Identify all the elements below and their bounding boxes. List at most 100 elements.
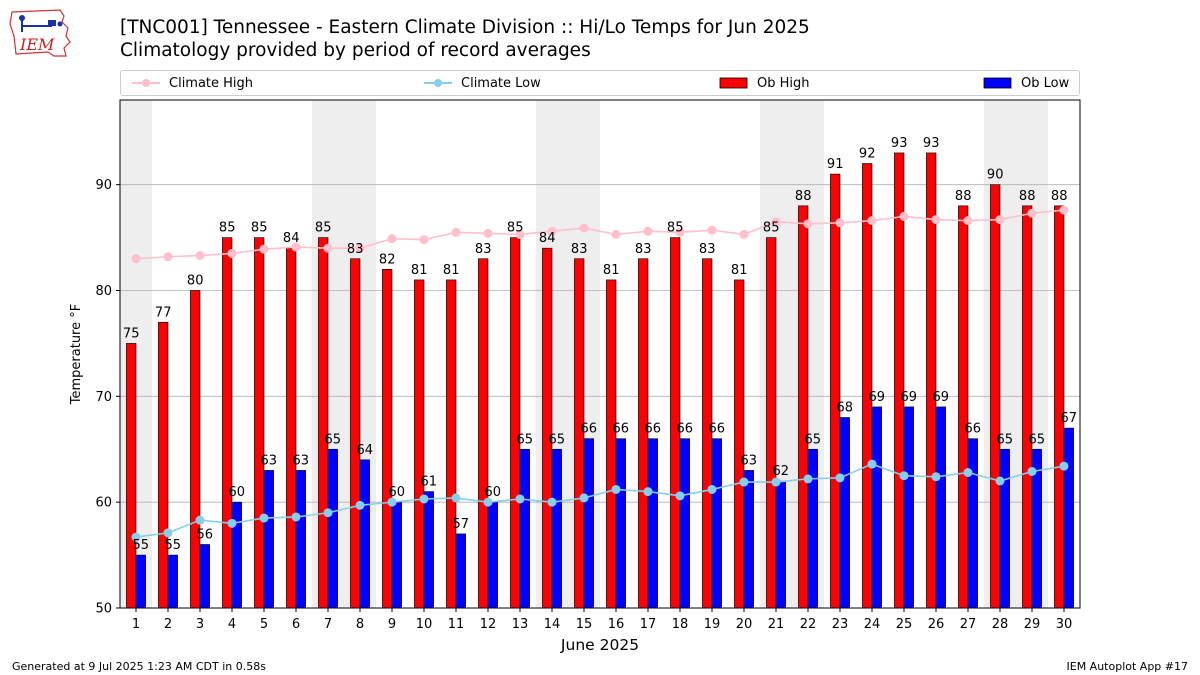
climate-low-point [963, 468, 973, 478]
climate-high-point [1059, 205, 1069, 215]
ob-high-value-label: 93 [891, 136, 908, 151]
x-tick-label: 2 [164, 617, 172, 632]
climate-high-point [387, 234, 397, 244]
ob-high-value-label: 90 [987, 168, 1004, 183]
ob-high-bar [1022, 205, 1033, 609]
y-tick-label: 80 [95, 284, 112, 299]
climate-low-point [291, 512, 301, 522]
ob-high-value-label: 83 [699, 242, 716, 257]
climate-high-point [739, 229, 749, 239]
climate-high-point [483, 228, 493, 238]
x-tick-label: 18 [672, 617, 689, 632]
ob-low-bar [871, 406, 882, 609]
legend-ob-low-swatch [983, 77, 1012, 89]
climate-low-point [643, 487, 653, 497]
x-tick-label: 21 [768, 617, 785, 632]
ob-low-value-label: 57 [453, 517, 470, 532]
climate-high-point [963, 216, 973, 226]
climate-low-point [515, 494, 525, 504]
legend-ob-low: Ob Low [983, 71, 1069, 95]
ob-high-value-label: 77 [155, 305, 172, 320]
x-tick-label: 9 [388, 617, 396, 632]
chart-title: [TNC001] Tennessee - Eastern Climate Div… [120, 17, 810, 38]
ob-high-bar [254, 237, 265, 609]
legend-ob-high-swatch [719, 77, 748, 89]
ob-low-bar [935, 406, 946, 609]
climate-high-point [707, 225, 717, 235]
climate-high-point [547, 226, 557, 236]
ob-low-bar [423, 491, 434, 609]
ob-high-bar [510, 237, 521, 609]
legend-ob-low-label: Ob Low [1021, 75, 1070, 91]
climate-high-point [675, 227, 685, 237]
ob-high-value-label: 85 [763, 221, 780, 236]
ob-high-bar [350, 258, 361, 609]
ob-low-bar [199, 544, 210, 609]
ob-high-value-label: 83 [635, 242, 652, 257]
y-tick-label: 90 [95, 178, 112, 193]
x-tick-label: 23 [832, 617, 849, 632]
x-tick-label: 28 [992, 617, 1009, 632]
ob-low-bar [807, 448, 818, 609]
ob-high-bar [894, 152, 905, 609]
ob-high-value-label: 81 [603, 263, 620, 278]
chart-subtitle: Climatology provided by period of record… [120, 40, 591, 61]
ob-low-value-label: 60 [389, 485, 406, 500]
ob-high-value-label: 93 [923, 136, 940, 151]
climate-low-point [483, 497, 493, 507]
ob-low-value-label: 63 [261, 453, 278, 468]
climate-low-point [451, 493, 461, 503]
ob-low-value-label: 60 [229, 485, 246, 500]
ob-low-value-label: 65 [805, 432, 822, 447]
ob-low-value-label: 61 [421, 475, 438, 490]
x-tick-label: 29 [1024, 617, 1041, 632]
ob-high-bar [222, 237, 233, 609]
y-tick-label: 70 [95, 390, 112, 405]
ob-high-bar [286, 247, 297, 609]
climate-high-point [131, 254, 141, 264]
ob-low-value-label: 63 [741, 453, 758, 468]
ob-low-value-label: 55 [133, 538, 150, 553]
climate-high-line [135, 209, 1065, 260]
ob-high-bar [126, 343, 137, 609]
y-tick-label: 60 [95, 496, 112, 511]
climate-low-point [547, 497, 557, 507]
x-axis-label: June 2025 [560, 636, 639, 654]
ob-high-value-label: 88 [1019, 189, 1036, 204]
ob-high-bar [958, 205, 969, 609]
legend-climate-high-label: Climate High [169, 75, 254, 91]
climate-low-point [1027, 466, 1037, 476]
climate-low-point [579, 493, 589, 503]
x-tick-label: 15 [576, 617, 593, 632]
climate-low-point [771, 477, 781, 487]
ob-low-bar [167, 554, 178, 609]
climate-high-point [515, 229, 525, 239]
ob-low-bar [327, 448, 338, 609]
climate-low-point [387, 497, 397, 507]
ob-high-value-label: 84 [283, 231, 300, 246]
ob-high-value-label: 92 [859, 147, 876, 162]
ob-high-bar [990, 184, 1001, 609]
ob-low-value-label: 69 [901, 390, 918, 405]
ob-high-bar [606, 279, 617, 609]
x-tick-label: 8 [356, 617, 364, 632]
generated-note: Generated at 9 Jul 2025 1:23 AM CDT in 0… [12, 660, 266, 673]
ob-high-value-label: 88 [1051, 189, 1068, 204]
x-tick-label: 7 [324, 617, 332, 632]
ob-low-value-label: 65 [325, 432, 342, 447]
legend-climate-low-label: Climate Low [461, 75, 541, 91]
legend-ob-high: Ob High [719, 71, 810, 95]
ob-low-bar [967, 438, 978, 609]
climate-high-point [643, 226, 653, 236]
x-tick-label: 1 [132, 617, 140, 632]
climate-low-point [867, 459, 877, 469]
x-tick-label: 10 [416, 617, 433, 632]
x-tick-label: 25 [896, 617, 913, 632]
ob-low-value-label: 67 [1061, 411, 1078, 426]
ob-high-bar [862, 163, 873, 609]
climate-high-point [419, 235, 429, 245]
ob-low-value-label: 66 [613, 422, 630, 437]
ob-high-value-label: 75 [123, 326, 140, 341]
climate-low-point [195, 515, 205, 525]
legend-climate-low-marker [424, 79, 452, 87]
